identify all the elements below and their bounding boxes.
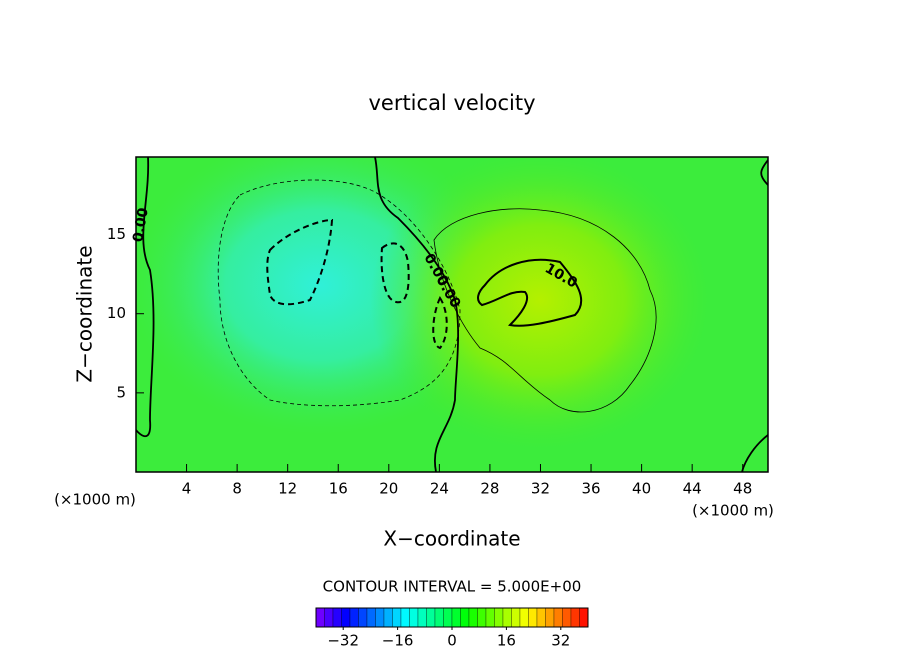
colorbar-cell <box>494 607 504 628</box>
x-tick-label: 32 <box>531 480 550 498</box>
colorbar-tick-label: −16 <box>382 632 414 650</box>
y-axis-label: Z−coordinate <box>73 245 97 382</box>
x-tick-label: 40 <box>632 480 651 498</box>
colorbar-cell <box>528 607 538 628</box>
colorbar-cell <box>417 607 427 628</box>
x-axis-label: X−coordinate <box>383 527 520 551</box>
colorbar-cell <box>460 607 470 628</box>
colorbar-tick-label: 16 <box>497 632 516 650</box>
colorbar-cell <box>443 607 453 628</box>
colorbar-cell <box>349 607 359 628</box>
colorbar-cell <box>511 607 521 628</box>
y-tick-label: 10 <box>107 304 126 322</box>
y-tick-label: 15 <box>107 225 126 243</box>
plot-frame <box>135 156 769 473</box>
colorbar-cell <box>434 607 444 628</box>
field <box>136 157 768 472</box>
colorbar-cell <box>400 607 410 628</box>
colorbar-tick-label: 32 <box>551 632 570 650</box>
colorbar-cell <box>358 607 368 628</box>
colorbar-cell <box>332 607 342 628</box>
colorbar-cell <box>545 607 555 628</box>
colorbar-cell <box>579 607 589 628</box>
colorbar-cell <box>570 607 580 628</box>
colorbar-cell <box>553 607 563 628</box>
y-tick-label: 5 <box>116 383 126 401</box>
colorbar-cell <box>468 607 478 628</box>
colorbar-cell <box>477 607 487 628</box>
colorbar-cell <box>451 607 461 628</box>
colorbar-cell <box>324 607 334 628</box>
colorbar-cell <box>409 607 419 628</box>
colorbar-cell <box>536 607 546 628</box>
y-unit-label: (×1000 m) <box>54 491 136 509</box>
colorbar-cell <box>341 607 351 628</box>
x-unit-label: (×1000 m) <box>692 502 774 520</box>
colorbar-cell <box>426 607 436 628</box>
colorbar-cell <box>485 607 495 628</box>
colorbar-cell <box>375 607 385 628</box>
x-tick-label: 12 <box>278 480 297 498</box>
colorbar-cell <box>383 607 393 628</box>
chart-title: vertical velocity <box>368 91 535 115</box>
x-tick-label: 16 <box>329 480 348 498</box>
x-tick-label: 24 <box>430 480 449 498</box>
colorbar-cell <box>366 607 376 628</box>
x-tick-label: 28 <box>480 480 499 498</box>
x-tick-label: 48 <box>733 480 752 498</box>
contour-interval: CONTOUR INTERVAL = 5.000E+00 <box>323 578 582 596</box>
colorbar-cell <box>562 607 572 628</box>
x-tick-label: 4 <box>182 480 192 498</box>
colorbar-cell <box>502 607 512 628</box>
colorbar-tick-label: 0 <box>447 632 457 650</box>
colorbar-tick-label: −32 <box>327 632 359 650</box>
x-tick-label: 20 <box>379 480 398 498</box>
colorbar-cell <box>392 607 402 628</box>
x-tick-label: 8 <box>232 480 242 498</box>
colorbar-cell <box>519 607 529 628</box>
x-tick-label: 36 <box>581 480 600 498</box>
contour-label: 0.00 <box>130 206 152 243</box>
x-tick-label: 44 <box>683 480 702 498</box>
colorbar-cell <box>315 607 325 628</box>
